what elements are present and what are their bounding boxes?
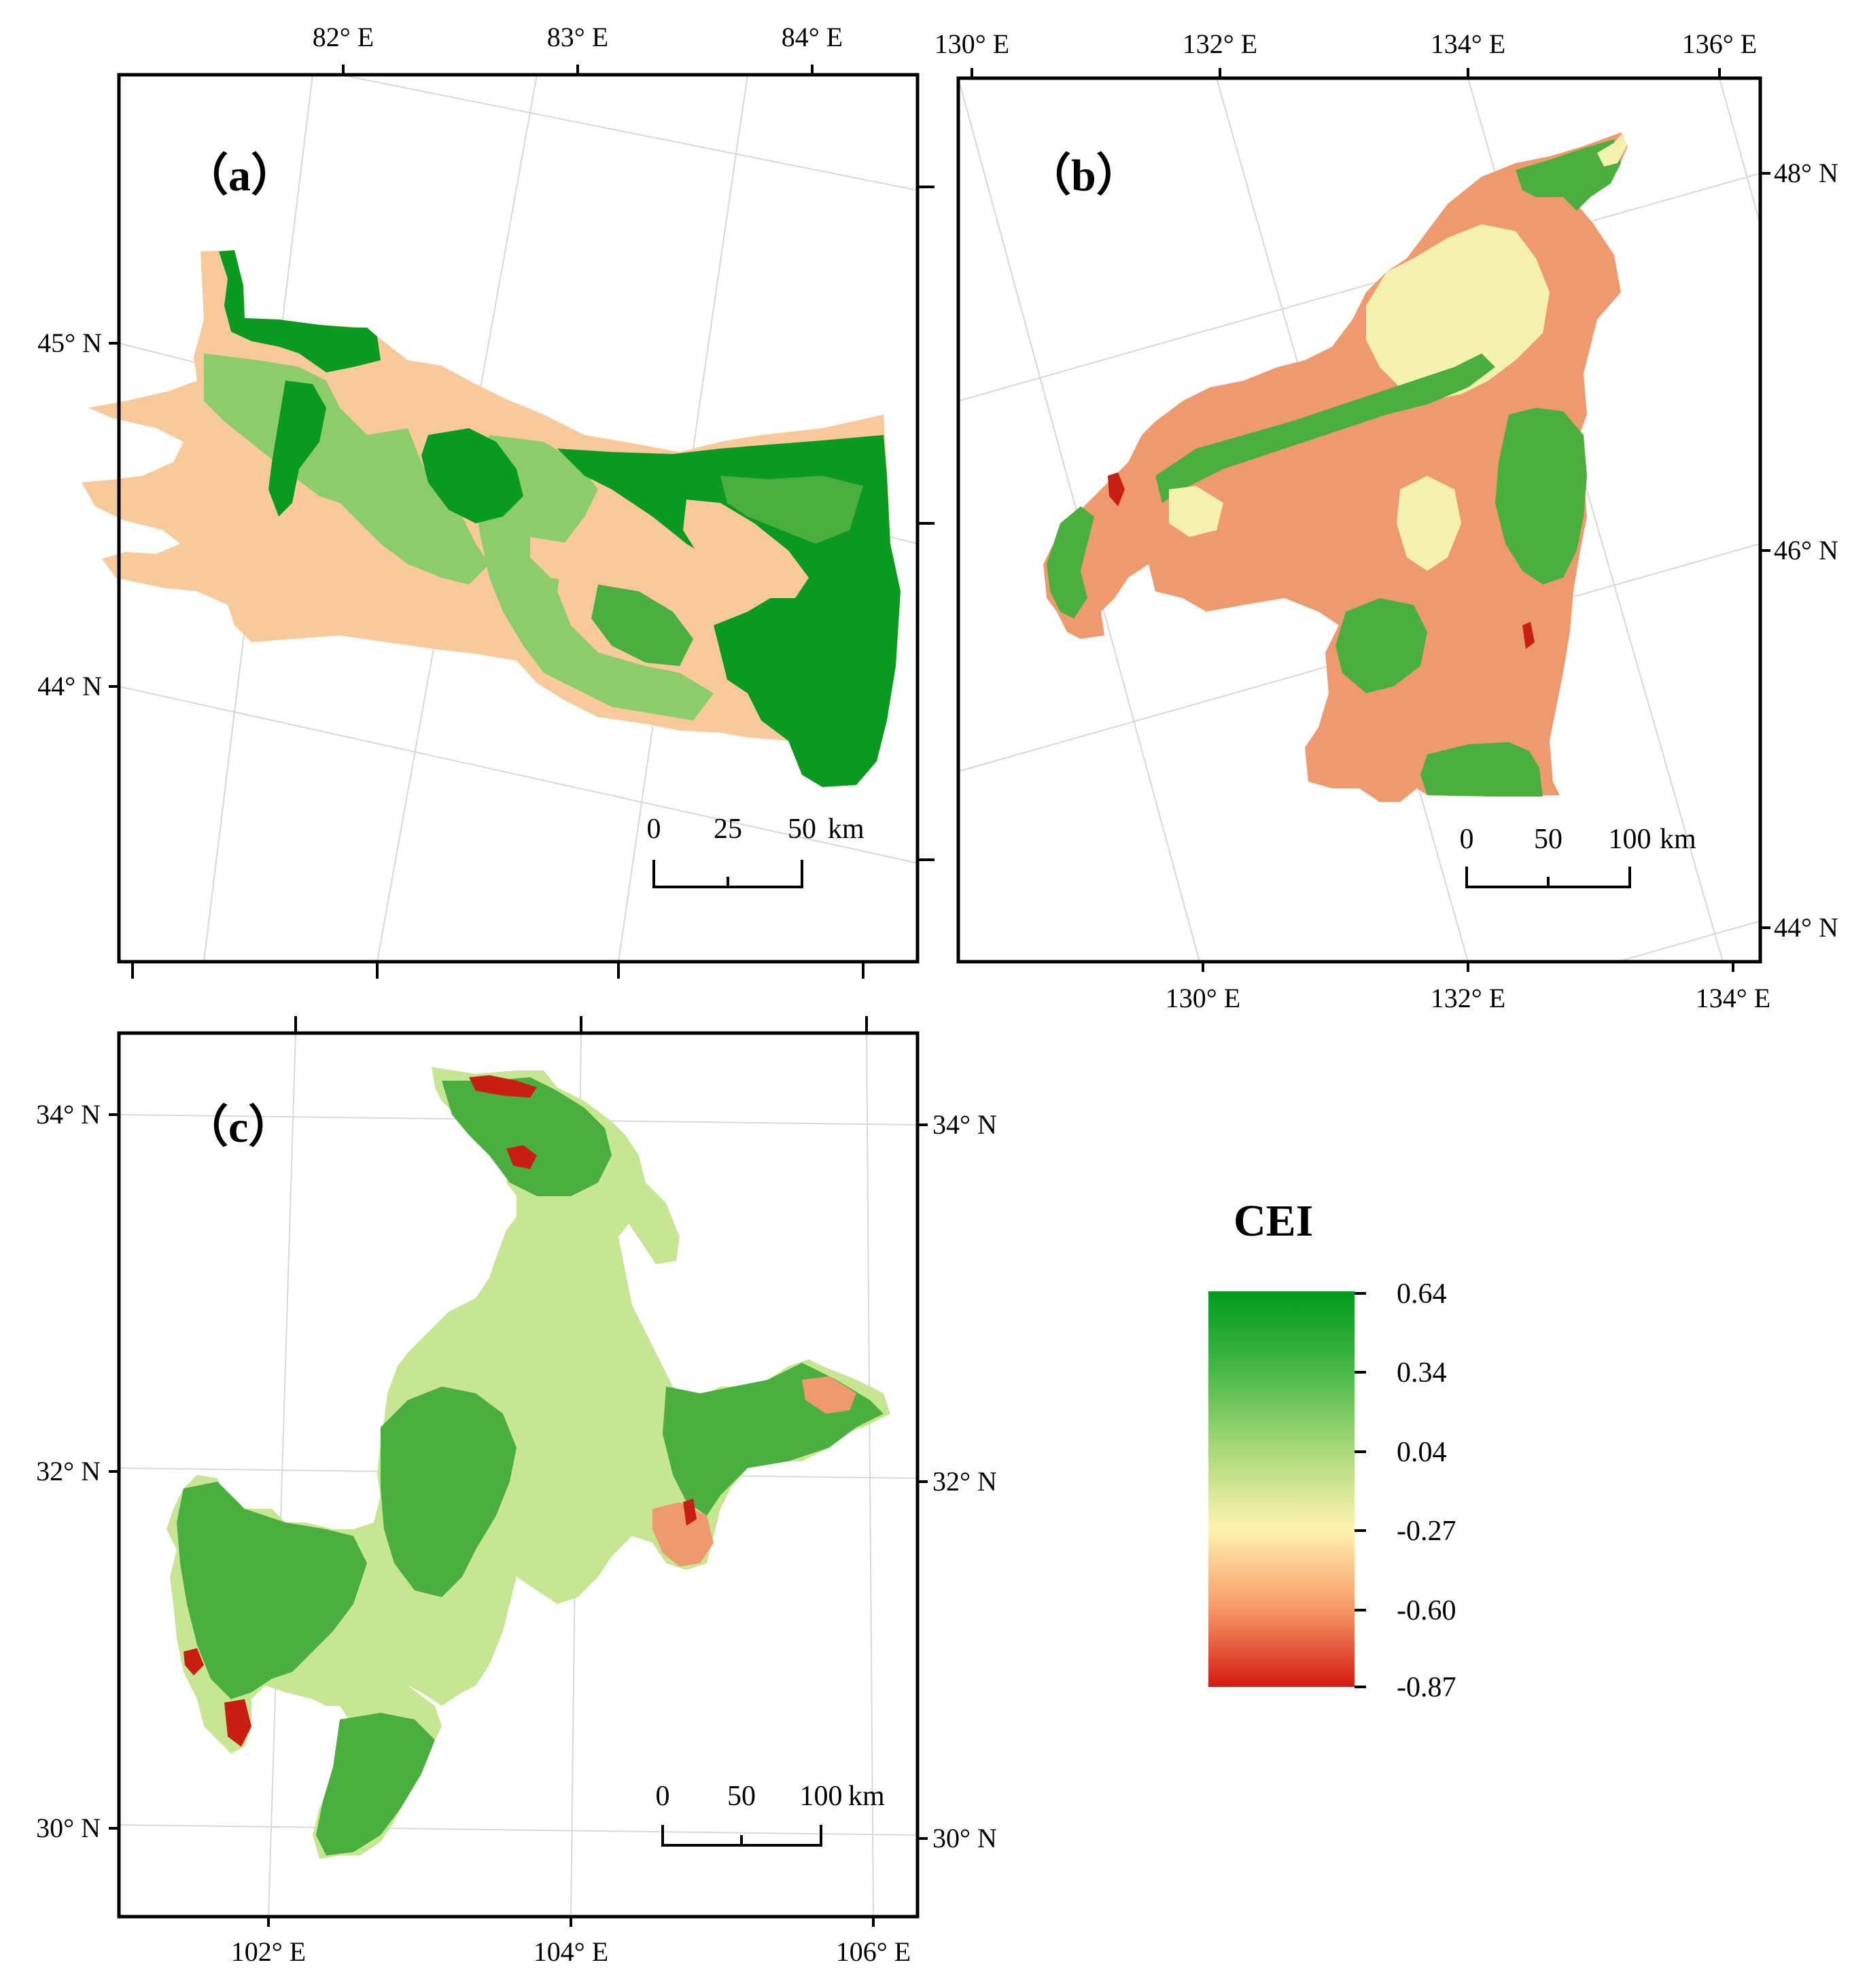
scale-tick-label: 100 [1609,824,1652,855]
panel-b-frame [956,76,1762,964]
panel-b-region-red-1 [1108,472,1125,506]
panel-c-scale-bar: 0 50 100 km [656,1781,885,1847]
panel-c-region-red-north-2 [506,1145,537,1169]
panel-b-region-yellow-center [1397,476,1461,571]
panel-b-region-green-south [1335,598,1427,693]
panel-c-left-label: 30° N [36,1813,101,1843]
legend-value: 0.34 [1397,1357,1447,1389]
panel-a-top-label: 84° E [782,22,843,52]
panel-a-left-label: 44° N [37,671,102,701]
panel-b-region-green-bottom [1420,742,1543,797]
panel-c-right-label: 34° N [932,1109,997,1140]
panel-a-top-label: 82° E [313,22,374,52]
panel-a-region-dark-green-center [421,428,523,523]
panel-b: 130° E 132° E 134° E 136° E 48° N 46° N … [934,29,1838,1013]
panel-c-region-green-south [316,1713,435,1855]
panel-c-region-salmon-east-2 [802,1376,856,1414]
panel-b-region-yellow-west [1169,486,1223,537]
panel-b-region-red-2 [1522,622,1535,649]
panel-a-ticks [109,65,934,979]
panel-b-top-label: 132° E [1183,29,1257,59]
panel-b-region-yellow-north [1366,224,1550,401]
panel-c-left-label: 34° N [36,1099,101,1130]
legend-title: CEI [1234,1196,1313,1246]
panel-b-bottom-label: 130° E [1166,983,1240,1013]
scale-unit: km [828,814,864,845]
panel-a-region-mid-green-south [591,585,693,666]
panel-b-bottom-label: 132° E [1431,983,1505,1013]
scale-tick-label: 0 [647,814,661,845]
panel-b-region-green-east [1495,408,1587,585]
scale-tick-label: 50 [1534,824,1562,855]
panel-b-ticks [971,68,1770,972]
legend-value: 0.64 [1397,1278,1447,1310]
panel-a-region-mid-green-east [720,476,863,544]
panel-c: 34° N 32° N 30° N 34° N 32° N 30° N 102°… [36,1016,997,1967]
panel-a-region-dark-green-north [219,250,381,372]
panel-b-top-label: 136° E [1682,29,1757,59]
panel-c-bottom-label: 102° E [231,1936,306,1967]
panel-b-label: （b） [1026,150,1141,200]
panel-a: 82° E 83° E 84° E 45° N 44° N （a） 0 25 5… [37,22,934,979]
panel-c-left-label: 32° N [36,1456,101,1486]
panel-b-scale-bar: 0 50 100 km [1460,824,1696,888]
panel-a-region-peach-inner [683,500,809,598]
panel-b-region-green-river [1155,353,1495,503]
legend-value: -0.60 [1397,1595,1456,1626]
panel-c-region-green-west [177,1482,367,1699]
scale-tick-label: 0 [656,1781,670,1812]
panel-b-region-green-north [1516,139,1621,211]
panel-a-region-light-green [204,353,489,585]
panel-c-right-label: 32° N [932,1466,997,1497]
panel-c-frame [117,1031,920,1919]
panel-c-region-red-east [683,1499,697,1526]
panel-b-top-label: 134° E [1431,29,1505,59]
legend: CEI 0.64 0.34 0.04 -0.27 -0.60 -0.87 [1208,1196,1456,1703]
panel-c-region-base [167,1067,890,1859]
legend-color-ramp [1208,1291,1355,1687]
legend-value: 0.04 [1397,1437,1447,1468]
panel-c-region-red-west-2 [224,1699,251,1747]
scale-tick-label: 0 [1460,824,1474,855]
panel-c-region-green-north [442,1077,612,1196]
panel-b-region-green-sw [1047,506,1094,618]
panel-c-region-red-north [469,1075,537,1098]
panel-c-region-red-west [184,1648,204,1675]
panel-a-frame [117,73,920,964]
scale-unit: km [1660,824,1696,855]
scale-tick-label: 25 [714,814,742,845]
panel-c-label: （c） [184,1102,293,1152]
scale-tick-label: 50 [788,814,816,845]
panel-b-top-label: 130° E [934,29,1009,59]
panel-c-right-label: 30° N [932,1823,997,1853]
panel-c-bottom-label: 104° E [534,1936,608,1967]
panel-a-left-label: 45° N [37,328,102,358]
scale-unit: km [848,1781,885,1812]
panel-a-region-light-green-2 [476,435,714,720]
panel-b-region-yellow-ne [1597,135,1628,167]
panel-a-map [82,250,901,787]
panel-a-scale-bar: 0 25 50 km [647,814,864,888]
panel-b-right-label: 44° N [1774,912,1838,943]
legend-value: -0.27 [1397,1516,1456,1547]
panel-a-top-label: 83° E [547,22,608,52]
panel-a-region-peach-inner-2 [530,537,598,585]
panel-a-label: （a） [184,150,296,200]
legend-value: -0.87 [1397,1672,1456,1703]
panel-c-region-salmon-east [652,1502,714,1567]
scale-tick-label: 50 [727,1781,756,1812]
panel-c-ticks [109,1016,928,1927]
panel-b-right-label: 48° N [1774,158,1838,188]
panel-a-region-dark-green-west [268,381,326,517]
panel-b-bottom-label: 134° E [1696,983,1770,1013]
panel-c-map [167,1067,890,1859]
panel-c-bottom-label: 106° E [836,1936,911,1967]
scale-tick-label: 100 [800,1781,843,1812]
panel-c-region-green-center [381,1387,517,1597]
panel-b-right-label: 46° N [1774,535,1838,565]
panel-b-map [1043,133,1628,802]
